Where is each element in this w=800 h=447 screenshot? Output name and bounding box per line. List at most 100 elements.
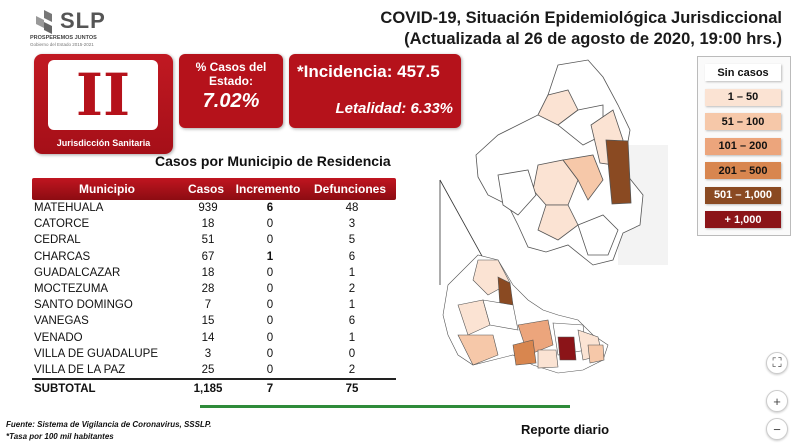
cell-defunciones: 2: [348, 363, 356, 376]
source-note: Fuente: Sistema de Vigilancia de Coronav…: [6, 420, 212, 429]
rate-note: *Tasa por 100 mil habitantes: [6, 432, 114, 441]
cell-incremento: 0: [266, 299, 274, 312]
table-row: SANTO DOMINGO 7 0 1: [32, 297, 396, 313]
green-divider: [200, 405, 570, 408]
jurisdiction-zoom-map: [475, 59, 644, 266]
cell-defunciones: 5: [348, 234, 356, 247]
state-percentage-value: 7.02%: [202, 90, 260, 112]
table-row: CHARCAS 67 1 6: [32, 249, 396, 265]
header-casos: Casos: [187, 182, 225, 196]
legend-item: 51 – 100: [705, 113, 781, 130]
table-body: MATEHUALA 939 6 48 CATORCE 18 0 3 CEDRAL 51 0 5 CHAR…: [32, 200, 396, 378]
legend-item: 101 – 200: [705, 137, 781, 155]
cell-casos: 51: [201, 234, 215, 247]
cell-municipio: MOCTEZUMA: [34, 283, 109, 296]
subtotal-cases: 1,185: [193, 382, 223, 395]
cell-municipio: SANTO DOMINGO: [34, 299, 133, 312]
logo-text: SLP: [60, 8, 106, 33]
page-subtitle: (Actualizada al 26 de agosto de 2020, 19…: [404, 30, 782, 48]
cell-defunciones: 2: [348, 283, 356, 296]
table-row: CEDRAL 51 0 5: [32, 232, 396, 248]
zoom-out-button[interactable]: −: [766, 418, 788, 440]
state-percentage-card: % Casos del Estado: 7.02%: [179, 54, 283, 128]
logo-slogan: PROSPEREMOS JUNTOS: [30, 35, 97, 41]
legend-item: 1 – 50: [705, 88, 781, 106]
cases-table: Municipio Casos Incremento Defunciones M…: [32, 178, 396, 397]
jurisdiction-card: II Jurisdicción Sanitaria: [34, 54, 173, 154]
legend-item: Sin casos: [705, 64, 781, 81]
subtotal-deaths: 75: [345, 382, 359, 395]
cell-municipio: MATEHUALA: [34, 202, 104, 215]
cell-casos: 14: [201, 331, 215, 344]
cell-defunciones: 0: [348, 347, 356, 360]
cell-incremento: 0: [266, 283, 274, 296]
cell-casos: 15: [201, 315, 215, 328]
cell-incremento: 0: [266, 347, 274, 360]
incidence-card: *Incidencia: 457.5 Letalidad: 6.33%: [289, 54, 461, 128]
subtotal-increment: 7: [266, 382, 274, 395]
jurisdiction-numeral-box: II: [48, 60, 158, 130]
jurisdiction-map: [439, 59, 668, 374]
cell-incremento: 0: [266, 266, 274, 279]
table-row: MATEHUALA 939 6 48: [32, 200, 396, 216]
table-header: Municipio Casos Incremento Defunciones: [32, 178, 396, 200]
cell-incremento: 6: [266, 202, 274, 215]
cell-municipio: CHARCAS: [34, 250, 91, 263]
header-municipio: Municipio: [79, 182, 135, 196]
table-row: VILLA DE LA PAZ 25 0 2: [32, 362, 396, 378]
cell-defunciones: 1: [348, 331, 356, 344]
cell-incremento: 0: [266, 234, 274, 247]
state-percentage-label: % Casos del Estado:: [195, 60, 267, 88]
cell-incremento: 0: [266, 315, 274, 328]
cell-casos: 3: [204, 347, 212, 360]
incidence-value: *Incidencia: 457.5: [297, 62, 440, 81]
cell-municipio: CEDRAL: [34, 234, 81, 247]
cell-municipio: VILLA DE GUADALUPE: [34, 347, 158, 360]
report-label: Reporte diario: [521, 422, 610, 437]
zoom-out-icon: −: [773, 421, 781, 437]
table-row: MOCTEZUMA 28 0 2: [32, 281, 396, 297]
slp-logo-mark-icon: [36, 10, 52, 34]
table-title: Casos por Municipio de Residencia: [155, 153, 391, 169]
cell-incremento: 0: [266, 363, 274, 376]
jurisdiction-numeral: II: [75, 61, 131, 129]
lethality-value: Letalidad: 6.33%: [335, 100, 453, 117]
table-subtotal-row: SUBTOTAL 1,185 7 75: [32, 378, 396, 397]
cell-municipio: VANEGAS: [34, 315, 89, 328]
page-title: COVID-19, Situación Epidemiológica Juris…: [380, 9, 782, 27]
legend: Sin casos 1 – 50 51 – 100 101 – 200 201 – 50…: [697, 56, 791, 236]
slp-logo: SLP PROSPEREMOS JUNTOS Gobierno del Esta…: [30, 6, 120, 48]
cell-defunciones: 6: [348, 250, 356, 263]
legend-item: + 1,000: [705, 211, 781, 228]
header-defunciones: Defunciones: [313, 182, 386, 196]
table-row: VILLA DE GUADALUPE 3 0 0: [32, 346, 396, 362]
cell-casos: 7: [204, 299, 212, 312]
cell-defunciones: 3: [348, 218, 356, 231]
header-incremento: Incremento: [235, 182, 301, 196]
table-row: GUADALCAZAR 18 0 1: [32, 265, 396, 281]
table-row: VANEGAS 15 0 6: [32, 313, 396, 329]
cell-casos: 18: [201, 218, 215, 231]
zoom-in-button[interactable]: +: [766, 390, 788, 412]
cell-municipio: VENADO: [34, 331, 83, 344]
cell-casos: 67: [201, 250, 215, 263]
cell-incremento: 0: [266, 218, 274, 231]
jurisdiction-label: Jurisdicción Sanitaria: [56, 138, 151, 148]
cell-defunciones: 48: [345, 202, 359, 215]
cell-casos: 939: [198, 202, 218, 215]
cell-municipio: VILLA DE LA PAZ: [34, 363, 126, 376]
logo-government: Gobierno del Estado 2015-2021: [30, 42, 94, 47]
cell-casos: 25: [201, 363, 215, 376]
cell-incremento: 0: [266, 331, 274, 344]
subtotal-label: SUBTOTAL: [34, 382, 96, 395]
cell-defunciones: 6: [348, 315, 356, 328]
cell-municipio: CATORCE: [34, 218, 90, 231]
page-header: COVID-19, Situación Epidemiológica Juris…: [380, 8, 782, 50]
cell-municipio: GUADALCAZAR: [34, 266, 121, 279]
cell-incremento: 1: [266, 250, 274, 263]
cell-casos: 28: [201, 283, 215, 296]
zoom-in-icon: +: [773, 393, 781, 409]
fit-view-button[interactable]: ⛶: [766, 352, 788, 374]
cell-defunciones: 1: [348, 299, 356, 312]
legend-item: 201 – 500: [705, 162, 781, 179]
